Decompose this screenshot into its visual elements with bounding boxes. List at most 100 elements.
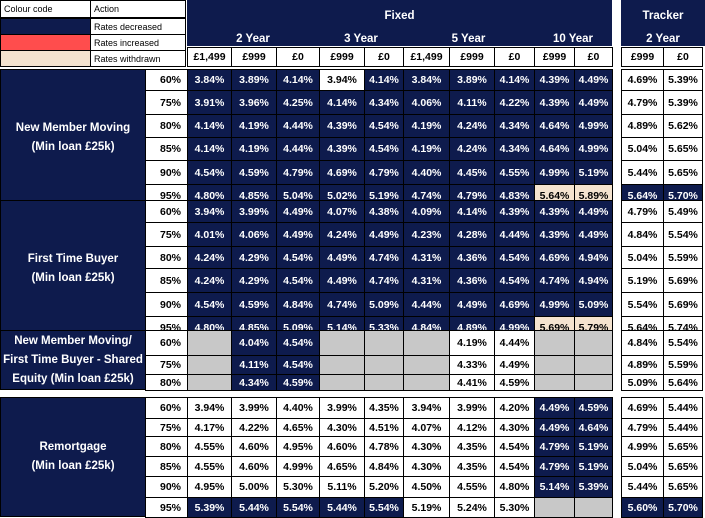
rate-cell: 4.55% [187,456,232,477]
rate-cell: 4.44% [494,330,535,356]
ltv-label: 95% [145,497,188,518]
rate-cell: 4.36% [449,246,495,269]
ltv-label: 75% [145,90,188,115]
rate-cell: 5.19% [574,436,613,457]
tracker-rate-cell: 5.39% [663,69,703,91]
tracker-rate-cell: 5.59% [663,246,703,269]
rate-cell: 3.94% [187,397,232,419]
rate-cell: 3.94% [319,69,365,91]
ltv-label: 80% [145,436,188,457]
tracker-rate-cell: 5.69% [663,268,703,293]
legend-label: Rates decreased [90,18,186,35]
rate-cell: 5.54% [276,497,320,518]
rate-cell: 4.24% [449,137,495,161]
tracker-rate-cell: 5.65% [663,456,703,477]
rate-cell: 3.99% [319,397,365,419]
rate-cell: 4.60% [319,436,365,457]
tracker-rate-cell: 5.44% [663,418,703,437]
rate-cell: 4.54% [364,137,404,161]
rate-cell: 4.39% [494,200,535,223]
rate-cell: 4.99% [276,456,320,477]
rate-cell: 5.19% [403,497,450,518]
rate-cell: 4.54% [364,114,404,138]
rate-cell [574,355,613,375]
rate-cell: 4.36% [449,268,495,293]
rate-cell: 4.30% [319,418,365,437]
tracker-rate-cell: 5.60% [621,497,664,518]
rate-cell: 4.31% [403,246,450,269]
rate-cell: 4.99% [534,292,575,317]
tracker-rate-cell: 5.44% [621,160,664,185]
rate-cell: 4.29% [231,268,277,293]
rate-cell: 4.74% [364,246,404,269]
tracker-rate-cell: 4.69% [621,69,664,91]
rate-cell: 4.69% [534,246,575,269]
tracker-term-header: 2 Year [621,32,705,46]
rate-cell: 4.54% [276,246,320,269]
rate-cell: 4.19% [231,137,277,161]
rate-cell: 4.49% [574,200,613,223]
rate-cell: 4.64% [534,137,575,161]
fee-header: £999 [449,47,495,67]
rate-cell [187,374,232,391]
rate-cell [187,330,232,356]
rate-cell: 4.49% [449,292,495,317]
rate-cell: 4.59% [574,397,613,419]
rate-cell: 4.79% [534,456,575,477]
fixed-term-header: 10 Year [534,32,612,46]
rate-cell: 4.69% [319,160,365,185]
rate-cell [319,355,365,375]
rate-cell: 3.96% [231,90,277,115]
rate-cell: 4.22% [494,90,535,115]
ltv-label: 75% [145,418,188,437]
rate-cell: 4.39% [319,137,365,161]
rate-cell: 4.49% [574,90,613,115]
rate-cell: 4.84% [364,456,404,477]
tracker-rate-cell: 5.65% [663,160,703,185]
rate-cell: 4.35% [364,397,404,419]
tracker-rate-cell: 4.89% [621,355,664,375]
rate-cell: 4.49% [364,222,404,247]
rate-cell: 4.30% [494,418,535,437]
rate-cell: 4.99% [574,137,613,161]
rate-cell: 3.99% [231,200,277,223]
rate-cell: 3.99% [231,397,277,419]
fee-header: £0 [364,47,404,67]
rate-cell: 4.40% [276,397,320,419]
rate-cell: 4.34% [494,114,535,138]
rate-cell: 4.19% [449,330,495,356]
tracker-rate-cell: 5.65% [663,436,703,457]
rate-cell: 4.14% [187,137,232,161]
fixed-header: Fixed [187,0,612,32]
rate-cell: 4.94% [574,268,613,293]
ltv-label: 60% [145,200,188,223]
rate-cell: 4.79% [364,160,404,185]
tracker-rate-cell: 5.54% [663,330,703,356]
rate-cell: 4.50% [403,476,450,498]
tracker-rate-cell: 5.39% [663,90,703,115]
rate-cell: 4.40% [403,160,450,185]
rate-cell: 4.44% [403,292,450,317]
rate-cell: 5.30% [276,476,320,498]
rate-cell: 4.14% [449,200,495,223]
rate-cell: 4.44% [276,137,320,161]
tracker-rate-cell: 5.04% [621,137,664,161]
rate-cell: 4.17% [187,418,232,437]
fee-header: £999 [231,47,277,67]
rate-cell: 4.95% [276,436,320,457]
rate-cell: 4.25% [276,90,320,115]
rate-cell: 3.94% [187,200,232,223]
rate-cell: 4.60% [231,456,277,477]
fee-header: £0 [574,47,613,67]
rate-cell: 4.23% [403,222,450,247]
ltv-label: 75% [145,222,188,247]
tracker-rate-cell: 5.44% [621,476,664,498]
rate-cell [574,374,613,391]
rate-cell [534,355,575,375]
rate-cell: 4.35% [449,456,495,477]
rate-cell: 5.20% [364,476,404,498]
rate-cell: 4.07% [403,418,450,437]
rate-cell [319,374,365,391]
rate-cell [364,330,404,356]
rate-cell: 4.09% [403,200,450,223]
